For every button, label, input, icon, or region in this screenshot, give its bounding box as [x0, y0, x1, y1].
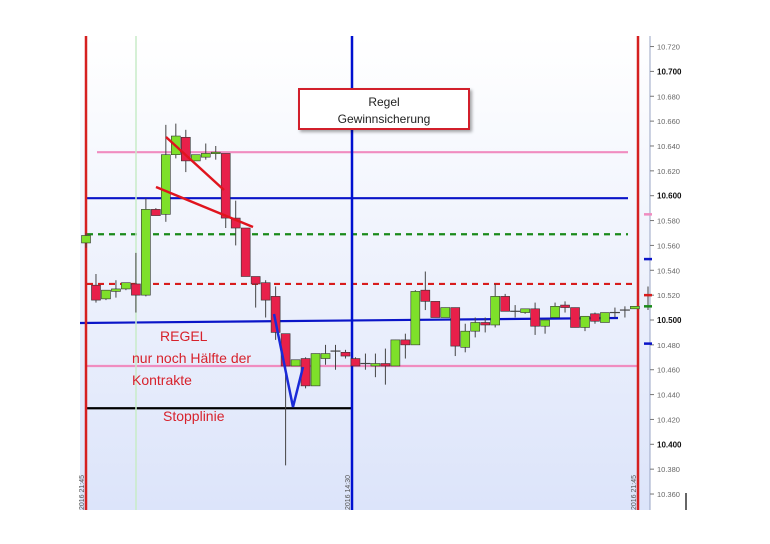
candle-body: [131, 283, 141, 296]
date-label: 2016 14:30: [345, 475, 352, 510]
candle-body: [470, 322, 481, 332]
candle-body: [390, 339, 401, 367]
candle-body: [260, 282, 271, 301]
candle-body: [81, 235, 91, 244]
price-tick-label: 10.400: [657, 440, 682, 449]
candle-body: [550, 306, 560, 318]
candle-body: [490, 296, 500, 326]
candle-body: [590, 313, 600, 322]
price-tick-label: 10.440: [657, 391, 680, 400]
candle-body: [111, 288, 121, 292]
candle-body: [630, 306, 640, 310]
candle-body: [151, 209, 161, 216]
price-tick-label: 10.660: [657, 117, 680, 126]
price-tick-label: 10.380: [657, 465, 680, 474]
price-tick-label: 10.580: [657, 217, 680, 226]
candle-body: [400, 339, 411, 346]
price-tick-label: 10.600: [657, 192, 682, 201]
candle-body: [320, 353, 331, 359]
candle-body: [570, 307, 580, 328]
price-tick-label: 10.480: [657, 341, 680, 350]
candle-body: [141, 209, 151, 296]
trend-line: [165, 136, 225, 191]
candle-body: [410, 291, 421, 346]
price-tick-label: 10.640: [657, 142, 680, 151]
candle-body: [380, 363, 391, 367]
price-tick-label: 10.680: [657, 92, 680, 101]
candle-body: [310, 353, 321, 387]
candle-body: [290, 359, 301, 367]
v-reversal-line: [272, 313, 305, 408]
candle-body: [440, 307, 451, 318]
price-tick-label: 10.420: [657, 415, 680, 424]
candle-body: [450, 307, 461, 347]
candle-body: [210, 151, 221, 154]
price-tick-label: 10.540: [657, 266, 680, 275]
candle-body: [121, 282, 131, 290]
candle-body: [350, 358, 361, 367]
candle-body: [370, 363, 381, 367]
candle-body: [600, 312, 610, 323]
price-tick-label: 10.520: [657, 291, 680, 300]
candle-body: [270, 296, 281, 333]
price-tick-label: 10.700: [657, 67, 682, 76]
axis-background: [650, 36, 684, 510]
annotation-contracts: Kontrakte: [132, 372, 192, 388]
price-tick-label: 10.720: [657, 43, 680, 52]
price-tick-label: 10.560: [657, 241, 680, 250]
candle-body: [161, 154, 171, 215]
candle-body: [91, 284, 101, 301]
price-tick-label: 10.500: [657, 316, 682, 325]
candle-body: [250, 276, 261, 285]
candle-body: [190, 154, 201, 162]
candle-body: [530, 308, 540, 327]
candle-body: [480, 322, 491, 326]
date-label: 2016 21:45: [79, 475, 86, 510]
candle-body: [340, 352, 351, 357]
rule-callout-box: Regel Gewinnsicherung: [298, 88, 470, 130]
annotation-stop-line: Stopplinie: [163, 408, 225, 424]
price-tick-label: 10.620: [657, 167, 680, 176]
level-line: [79, 316, 619, 325]
candle-body: [560, 304, 570, 308]
price-tick-label: 10.360: [657, 490, 680, 499]
candle-body: [240, 227, 251, 277]
candle-body: [200, 153, 211, 158]
annotation-half-contracts: nur noch Hälfte der: [132, 350, 252, 366]
annotation-regel: REGEL: [160, 328, 208, 344]
candle-body: [101, 289, 111, 300]
candle-body: [430, 301, 441, 318]
callout-title: Regel: [368, 95, 400, 109]
date-label: 2016 21:45: [631, 475, 638, 510]
candle-body: [460, 330, 471, 348]
trend-line: [155, 185, 254, 229]
candle-body: [220, 153, 231, 219]
candle-body: [580, 315, 590, 328]
callout-subtitle: Gewinnsicherung: [337, 112, 431, 126]
price-tick-label: 10.460: [657, 366, 680, 375]
candle-body: [540, 319, 550, 327]
candle-body: [181, 136, 191, 162]
candle-body: [520, 308, 530, 313]
candle-body: [500, 296, 510, 312]
candle-body: [420, 289, 431, 302]
